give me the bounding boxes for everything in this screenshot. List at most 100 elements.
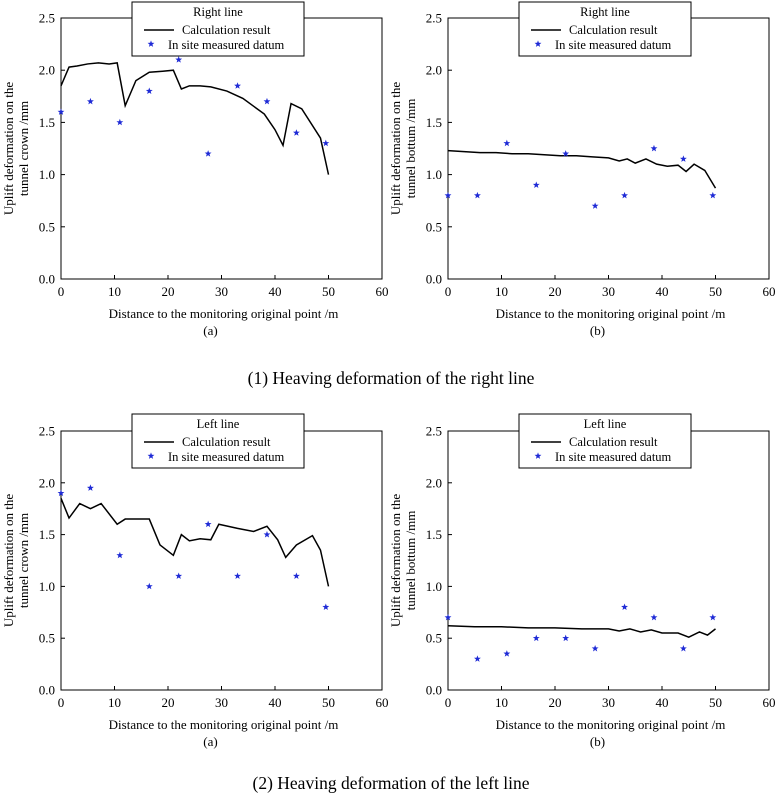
measured-datum-point	[263, 531, 271, 538]
y-tick-label: 0.5	[39, 219, 55, 234]
x-tick-label: 10	[108, 695, 121, 710]
x-tick-label: 30	[215, 284, 228, 299]
legend-marker-swatch	[147, 40, 155, 47]
x-tick-label: 50	[322, 695, 335, 710]
x-tick-label: 0	[445, 284, 452, 299]
y-tick-label: 2.5	[39, 11, 55, 26]
plot-frame	[447, 430, 770, 691]
x-tick-label: 50	[709, 695, 722, 710]
y-axis-title: Uplift deformation on thetunnel bottum /…	[388, 494, 418, 627]
panel-sublabel: (a)	[203, 323, 217, 338]
legend-title: Right line	[193, 5, 243, 19]
x-tick-label: 0	[58, 695, 65, 710]
x-tick-label: 20	[162, 284, 175, 299]
x-tick-label: 40	[269, 284, 282, 299]
y-tick-label: 0.0	[426, 683, 442, 698]
y-axis-title: Uplift deformation on thetunnel crown /m…	[1, 494, 31, 627]
legend-box	[131, 1, 305, 57]
y-tick-label: 2.0	[39, 475, 55, 490]
measured-datum-point	[175, 572, 183, 579]
measured-datum-point	[204, 520, 212, 528]
y-tick-label: 2.5	[426, 11, 442, 26]
panel-sublabel: (b)	[590, 734, 605, 749]
measured-datum-point	[474, 191, 481, 199]
x-tick-label: 60	[763, 695, 776, 710]
measured-datum-point	[145, 87, 153, 94]
x-axis-title: Distance to the monitoring original poin…	[496, 306, 726, 321]
measured-datum-point	[292, 129, 300, 136]
measured-datum-point	[503, 650, 511, 657]
measured-datum-point	[175, 56, 183, 63]
x-axis-title: Distance to the monitoring original poin…	[496, 717, 726, 732]
y-axis-title-line: tunnel bottum /mm	[403, 99, 418, 199]
legend-line-label: Calculation result	[569, 23, 658, 37]
legend-title: Left line	[584, 417, 627, 431]
measured-datum-point	[145, 582, 153, 590]
legend-marker-label: In site measured datum	[168, 450, 285, 464]
legend-title: Left line	[197, 417, 240, 431]
y-tick-label: 0.5	[426, 219, 442, 234]
y-axis-title-line: Uplift deformation on the	[1, 82, 16, 215]
measured-datum-point	[562, 634, 570, 642]
x-tick-label: 10	[108, 284, 121, 299]
chart-right-line-crown: 0 10 20 30 40 50 60 0.0 0.5 1.0 1.5 2.0 2.5 Distance …	[1, 1, 389, 338]
y-tick-label: 2.0	[39, 63, 55, 78]
measured-datum-point	[532, 634, 540, 642]
measured-datum-point	[87, 484, 94, 491]
x-tick-label: 60	[376, 695, 389, 710]
x-tick-label: 20	[162, 695, 175, 710]
panel-sublabel: (a)	[203, 734, 217, 749]
measured-datum-point	[204, 150, 212, 157]
caption-left-line: (2) Heaving deformation of the left line	[253, 773, 530, 793]
x-tick-label: 20	[549, 695, 562, 710]
measured-datum-point	[532, 181, 540, 188]
measured-datum-point	[562, 150, 570, 157]
measured-datum-point	[679, 644, 687, 652]
y-axis-title: Uplift deformation on thetunnel bottum /…	[388, 82, 418, 215]
measured-datum-point	[322, 603, 330, 611]
legend-box	[518, 413, 692, 469]
x-axis-title: Distance to the monitoring original poin…	[109, 306, 339, 321]
y-tick-label: 0.0	[426, 272, 442, 287]
x-tick-label: 60	[376, 284, 389, 299]
plot-frame	[60, 17, 383, 280]
calculation-result-line	[447, 149, 717, 189]
x-tick-label: 0	[58, 284, 65, 299]
calculation-result-line	[60, 62, 330, 175]
y-tick-label: 0.5	[426, 631, 442, 646]
plot-frame	[60, 430, 383, 691]
y-tick-label: 1.0	[426, 167, 442, 182]
x-tick-label: 0	[445, 695, 452, 710]
x-tick-label: 40	[656, 695, 669, 710]
measured-datum-point	[57, 489, 65, 497]
measured-datum-point	[444, 191, 452, 199]
y-tick-label: 2.5	[39, 424, 55, 439]
measured-datum-point	[709, 191, 717, 199]
calculation-result-line	[447, 625, 716, 638]
y-tick-label: 2.0	[426, 63, 442, 78]
y-tick-label: 1.0	[39, 579, 55, 594]
y-axis-title-line: tunnel bottum /mm	[403, 511, 418, 611]
measured-datum-point	[474, 655, 481, 662]
y-tick-label: 0.0	[39, 683, 55, 698]
x-tick-label: 50	[322, 284, 335, 299]
x-tick-label: 60	[763, 284, 776, 299]
y-tick-label: 0.5	[39, 631, 55, 646]
measured-datum-point	[650, 613, 658, 621]
legend-marker-label: In site measured datum	[555, 38, 672, 52]
y-tick-label: 0.0	[39, 272, 55, 287]
legend-line-label: Calculation result	[182, 23, 271, 37]
legend-marker-label: In site measured datum	[555, 450, 672, 464]
y-tick-label: 1.5	[426, 115, 442, 130]
x-tick-label: 40	[656, 284, 669, 299]
measured-datum-point	[591, 202, 599, 209]
plot-frame	[447, 17, 770, 280]
chart-left-line-bottom: 0 10 20 30 40 50 60 0.0 0.5 1.0 1.5 2.0 2.5 Distance …	[388, 413, 776, 749]
chart-right-line-bottom: 0 10 20 30 40 50 60 0.0 0.5 1.0 1.5 2.0 2.5 Distance …	[388, 1, 776, 338]
legend-line-label: Calculation result	[569, 435, 658, 449]
measured-datum-point	[234, 82, 241, 89]
x-tick-label: 10	[495, 695, 508, 710]
